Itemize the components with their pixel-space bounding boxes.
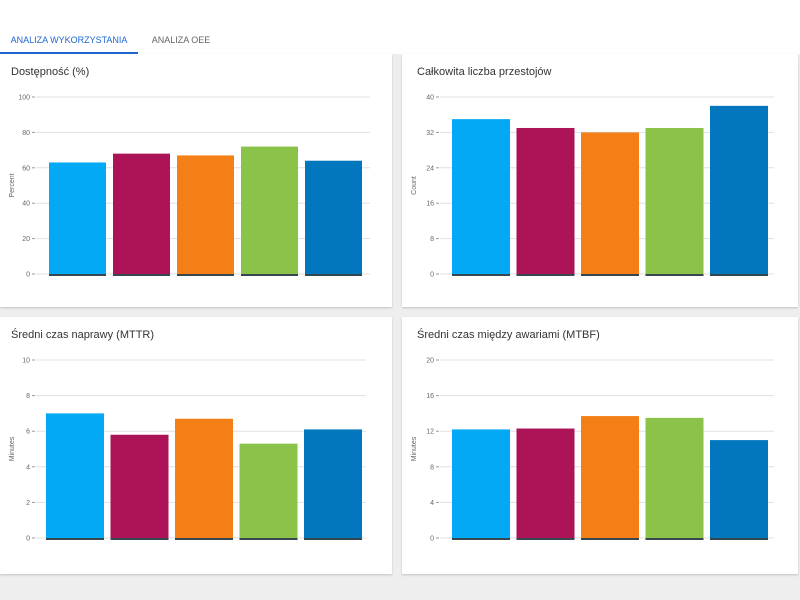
bar-baseline [175, 538, 233, 540]
bar [516, 428, 575, 538]
bar [177, 155, 234, 274]
y-tick-label: 40 [426, 95, 434, 102]
y-tick-label: 4 [430, 500, 434, 507]
chart-title: Dostępność (%) [11, 66, 90, 78]
y-tick-label: 24 [426, 165, 434, 172]
bar-baseline [710, 538, 768, 540]
y-axis-title: Percent [9, 173, 16, 197]
bar [241, 146, 298, 274]
y-tick-label: 0 [430, 536, 434, 543]
chart-title: Średni czas naprawy (MTTR) [11, 329, 155, 341]
y-tick-label: 16 [426, 201, 434, 208]
y-tick-label: 20 [426, 358, 434, 365]
bar-baseline [239, 538, 298, 540]
y-axis-title: Minutes [9, 436, 16, 461]
dashboard-area: Dostępność (%) 0 20 40 60 80 100 Percent Całko… [0, 54, 800, 600]
y-tick-label: 8 [430, 464, 434, 471]
y-tick-label: 16 [426, 393, 434, 400]
chart-title: Średni czas między awariami (MTBF) [417, 329, 600, 341]
y-tick-label: 100 [18, 95, 30, 102]
bar-baseline [113, 274, 170, 276]
bar-baseline [645, 274, 704, 276]
bar-baseline [452, 538, 510, 540]
bar [305, 160, 362, 274]
y-tick-label: 0 [26, 536, 30, 543]
bar-baseline [452, 274, 510, 276]
bar-baseline [710, 274, 768, 276]
chart-svg: 0 20 40 60 80 100 Percent [9, 95, 370, 279]
chart-card-mtbf: Średni czas między awariami (MTBF) 0 4 8 12… [402, 317, 798, 574]
y-tick-label: 8 [430, 236, 434, 243]
bar [516, 127, 575, 274]
y-tick-label: 10 [22, 358, 30, 365]
bar [581, 416, 639, 538]
bar [710, 440, 768, 538]
bar [645, 417, 704, 538]
tab-bar: ANALIZA WYKORZYSTANIA ANALIZA OEE [0, 28, 800, 54]
tab-analiza-wykorzystania[interactable]: ANALIZA WYKORZYSTANIA [0, 28, 138, 54]
bar-baseline [581, 274, 639, 276]
bar-baseline [241, 274, 298, 276]
tab-analiza-oee[interactable]: ANALIZA OEE [151, 35, 211, 45]
y-tick-label: 4 [26, 464, 30, 471]
chart-card-dostepnosc: Dostępność (%) 0 20 40 60 80 100 Percent [0, 54, 392, 307]
bar [452, 119, 510, 274]
bar [452, 429, 510, 538]
chart-svg: 0 4 8 12 16 20 Minutes [411, 358, 774, 543]
y-tick-label: 6 [26, 429, 30, 436]
bar [46, 413, 104, 538]
chart-title: Całkowita liczba przestojów [417, 66, 552, 78]
bar-baseline [110, 538, 169, 540]
bar-baseline [305, 274, 362, 276]
bar [710, 105, 768, 274]
y-tick-label: 40 [22, 201, 30, 208]
y-tick-label: 2 [26, 500, 30, 507]
y-tick-label: 0 [26, 272, 30, 279]
bar [304, 429, 362, 538]
bar-baseline [304, 538, 362, 540]
bar [49, 162, 106, 274]
y-tick-label: 80 [22, 130, 30, 137]
y-tick-label: 32 [426, 130, 434, 137]
bar-baseline [516, 274, 575, 276]
bar-baseline [516, 538, 575, 540]
chart-svg: 0 8 16 24 32 40 Count [411, 95, 774, 279]
y-tick-label: 60 [22, 165, 30, 172]
y-axis-title: Minutes [411, 436, 418, 461]
chart-card-mttr: Średni czas naprawy (MTTR) 0 2 4 6 8 10 Minute… [0, 317, 392, 574]
chart-svg: 0 2 4 6 8 10 Minutes [9, 358, 366, 543]
bar [175, 418, 233, 538]
bar-baseline [177, 274, 234, 276]
bar [581, 132, 639, 274]
chart-card-przestoje: Całkowita liczba przestojów 0 8 16 24 32 40 Co… [402, 54, 798, 307]
bar [113, 153, 170, 274]
bar-baseline [49, 274, 106, 276]
y-tick-label: 8 [26, 393, 30, 400]
bar [645, 127, 704, 274]
bar-baseline [645, 538, 704, 540]
bar [110, 434, 169, 538]
bar-baseline [581, 538, 639, 540]
bar [239, 443, 298, 538]
y-axis-title: Count [411, 176, 418, 195]
y-tick-label: 20 [22, 236, 30, 243]
y-tick-label: 12 [426, 429, 434, 436]
bar-baseline [46, 538, 104, 540]
y-tick-label: 0 [430, 272, 434, 279]
